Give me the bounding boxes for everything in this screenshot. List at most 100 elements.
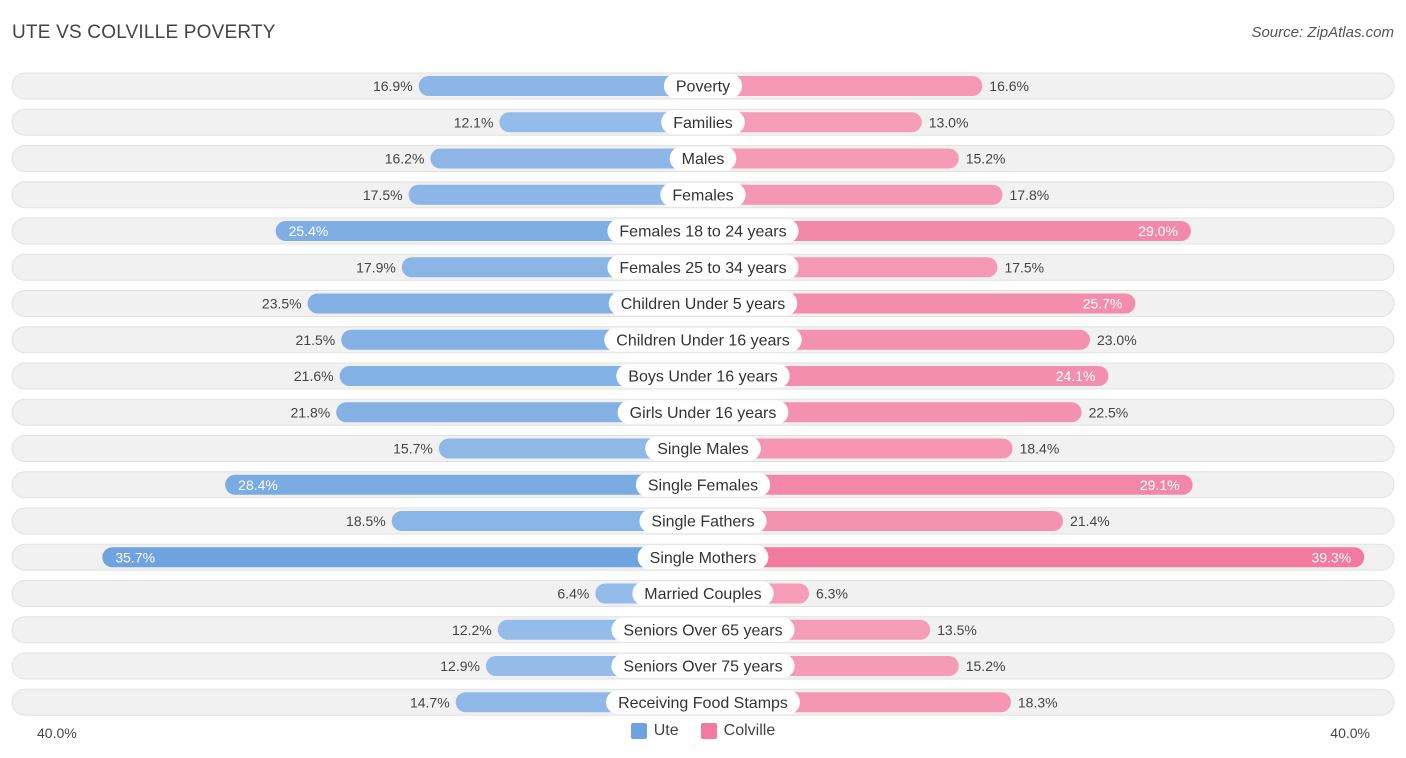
bar-colville: [693, 402, 1082, 423]
value-label-ute: 28.4%: [238, 477, 278, 493]
value-label-colville: 39.3%: [1312, 549, 1352, 565]
category-pill: [663, 74, 743, 98]
category-pill: [606, 690, 800, 715]
chart-row: Children Under 16 years 21.5% 23.0%: [11, 326, 1395, 354]
category-pill: [617, 400, 789, 425]
value-label-ute: 16.2%: [385, 151, 425, 167]
category-pill: [637, 545, 769, 570]
value-label-colville: 18.3%: [1018, 694, 1058, 710]
bar-ute: [102, 547, 713, 568]
legend-label-ute: Ute: [653, 722, 679, 739]
value-label-ute: 23.5%: [262, 296, 302, 312]
bar-colville: [693, 474, 1193, 495]
category-label: Seniors Over 65 years: [623, 622, 782, 639]
chart-row: Receiving Food Stamps 14.7% 18.3%: [11, 688, 1395, 716]
value-label-colville: 23.0%: [1097, 332, 1137, 348]
legend-item-ute[interactable]: Ute: [630, 722, 679, 740]
value-label-ute: 16.9%: [373, 78, 413, 94]
category-pill: [608, 291, 798, 316]
chart-row: Seniors Over 65 years 12.2% 13.5%: [11, 616, 1395, 644]
legend-swatch-ute: [630, 723, 647, 739]
chart-row: Seniors Over 75 years 12.9% 15.2%: [11, 652, 1395, 680]
value-label-colville: 29.0%: [1138, 223, 1178, 239]
category-pill: [635, 472, 771, 497]
value-label-colville: 17.8%: [1009, 187, 1049, 203]
value-label-colville: 15.2%: [966, 658, 1006, 674]
category-label: Girls Under 16 years: [630, 405, 777, 422]
category-label: Married Couples: [644, 586, 761, 603]
bar-colville: [693, 511, 1064, 531]
value-label-colville: 21.4%: [1070, 513, 1110, 529]
chart-row: Single Males 15.7% 18.4%: [11, 435, 1395, 462]
category-pill: [660, 182, 746, 207]
category-label: Single Fathers: [651, 514, 754, 531]
chart-row: Girls Under 16 years 21.8% 22.5%: [11, 398, 1395, 426]
bar-colville: [693, 547, 1365, 568]
bar-colville: [693, 293, 1136, 314]
chart-row: Boys Under 16 years 21.6% 24.1%: [11, 362, 1395, 390]
value-label-colville: 22.5%: [1089, 404, 1129, 420]
axis-left-label: 40.0%: [37, 725, 77, 741]
bar-ute: [418, 76, 713, 96]
bar-colville: [693, 76, 983, 96]
category-label: Children Under 16 years: [616, 332, 789, 349]
category-label: Males: [682, 151, 725, 168]
chart-row: Poverty 16.9% 16.6%: [11, 72, 1395, 100]
category-label: Single Females: [648, 477, 758, 494]
value-label-colville: 16.6%: [989, 78, 1029, 94]
bar-colville: [693, 221, 1191, 241]
category-label: Females 25 to 34 years: [619, 260, 786, 277]
chart-row: Families 12.1% 13.0%: [11, 108, 1395, 136]
category-label: Seniors Over 75 years: [623, 659, 782, 676]
category-pill: [661, 110, 745, 135]
value-label-ute: 21.6%: [294, 368, 334, 384]
value-label-ute: 12.9%: [440, 658, 480, 674]
category-label: Poverty: [676, 79, 730, 96]
legend-label-colville: Colville: [723, 722, 776, 739]
category-label: Receiving Food Stamps: [618, 695, 788, 712]
bar-ute: [408, 184, 713, 205]
source-label: Source: ZipAtlas.com: [1251, 24, 1394, 41]
category-label: Children Under 5 years: [621, 296, 786, 313]
value-label-ute: 14.7%: [410, 694, 450, 710]
chart-row: Single Fathers 18.5% 21.4%: [11, 507, 1395, 535]
bar-ute: [275, 221, 713, 241]
category-label: Females 18 to 24 years: [619, 224, 786, 241]
value-label-colville: 6.3%: [816, 586, 848, 602]
value-label-ute: 6.4%: [557, 586, 589, 602]
category-pill: [639, 509, 767, 533]
category-label: Boys Under 16 years: [628, 369, 777, 386]
bar-colville: [693, 148, 959, 169]
value-label-colville: 13.5%: [937, 622, 977, 638]
value-label-colville: 18.4%: [1020, 441, 1060, 457]
value-label-ute: 17.9%: [356, 259, 396, 275]
value-label-ute: 17.5%: [363, 187, 403, 203]
category-pill: [645, 436, 761, 461]
bar-ute: [225, 474, 714, 495]
chart-row: Males 16.2% 15.2%: [11, 145, 1395, 172]
bar-ute: [499, 112, 713, 133]
bar-ute: [438, 438, 713, 459]
value-label-ute: 18.5%: [346, 513, 386, 529]
category-pill: [632, 581, 774, 606]
category-label: Females: [672, 187, 733, 204]
category-pill: [611, 617, 795, 642]
chart-row: Single Females 28.4% 29.1%: [11, 471, 1395, 499]
legend: Ute Colville: [0, 722, 1406, 740]
value-label-ute: 21.5%: [296, 332, 336, 348]
bar-ute: [430, 148, 713, 169]
value-label-ute: 12.2%: [452, 622, 492, 638]
bar-ute: [391, 511, 713, 531]
category-pill: [607, 219, 799, 243]
category-label: Single Males: [657, 441, 749, 458]
value-label-colville: 13.0%: [929, 114, 969, 130]
value-label-ute: 12.1%: [454, 114, 494, 130]
legend-item-colville[interactable]: Colville: [700, 722, 776, 740]
value-label-colville: 29.1%: [1140, 477, 1180, 493]
value-label-ute: 25.4%: [289, 223, 329, 239]
bar-colville: [693, 366, 1109, 386]
bar-colville: [693, 184, 1003, 205]
axis-right-label: 40.0%: [1330, 725, 1370, 741]
chart-row: Single Mothers 35.7% 39.3%: [11, 543, 1395, 571]
